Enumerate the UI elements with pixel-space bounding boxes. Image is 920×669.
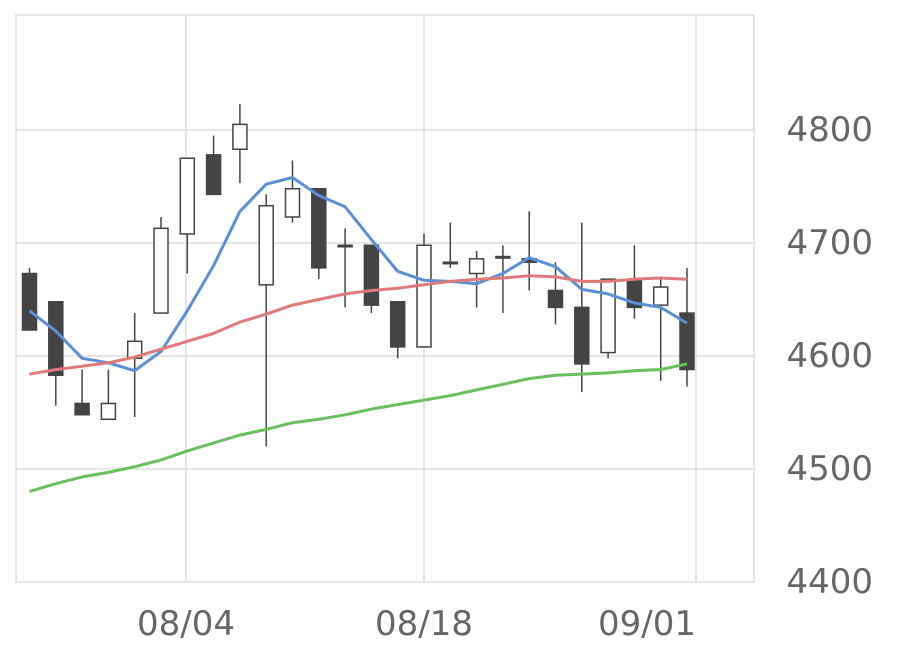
candle-body-down [574, 306, 590, 365]
y-tick-label: 4400 [786, 562, 873, 602]
candle-body-up [442, 261, 459, 265]
candle-body-up [232, 123, 248, 150]
moving-average-long-line [29, 362, 688, 494]
moving-average-mid-line [29, 274, 688, 376]
candle-body-up [100, 402, 117, 421]
moving-average-short-line [28, 176, 688, 373]
candle-body-down [21, 272, 38, 331]
candle-body-up [416, 244, 432, 348]
candle-body-down [679, 312, 695, 371]
plot-area-frame [15, 14, 755, 583]
candle-body-up [652, 286, 669, 306]
y-tick-label: 4500 [786, 449, 873, 489]
candle-body-up [179, 157, 196, 235]
y-tick-label: 4700 [786, 223, 873, 263]
candle-body-down [311, 188, 327, 269]
x-tick-label: 09/01 [598, 604, 696, 644]
y-tick-label: 4800 [786, 110, 873, 150]
candle-body-down [547, 289, 564, 309]
candle-body-down [74, 402, 90, 416]
candle-body-up [600, 278, 616, 354]
candle-body-up [495, 255, 511, 259]
moving-average-lines [28, 176, 688, 494]
y-tick-label: 4600 [786, 336, 873, 376]
candle-body-up [468, 258, 485, 275]
candle-body-up [284, 188, 301, 218]
candle-body-down [205, 154, 222, 196]
x-tick-label: 08/04 [137, 604, 235, 644]
candle-body-up [153, 227, 169, 314]
candle-body-down [363, 244, 380, 306]
y-axis-ticks: 4800 4700 4600 4500 4400 [786, 110, 873, 602]
x-tick-label: 08/18 [375, 604, 473, 644]
candle-body-down [389, 301, 406, 348]
candlesticks [21, 104, 695, 447]
candle-body-up [337, 244, 353, 248]
candle-body-up [258, 204, 274, 286]
candle-body-down [48, 301, 64, 376]
x-axis-ticks: 08/04 08/18 09/01 [137, 604, 696, 644]
